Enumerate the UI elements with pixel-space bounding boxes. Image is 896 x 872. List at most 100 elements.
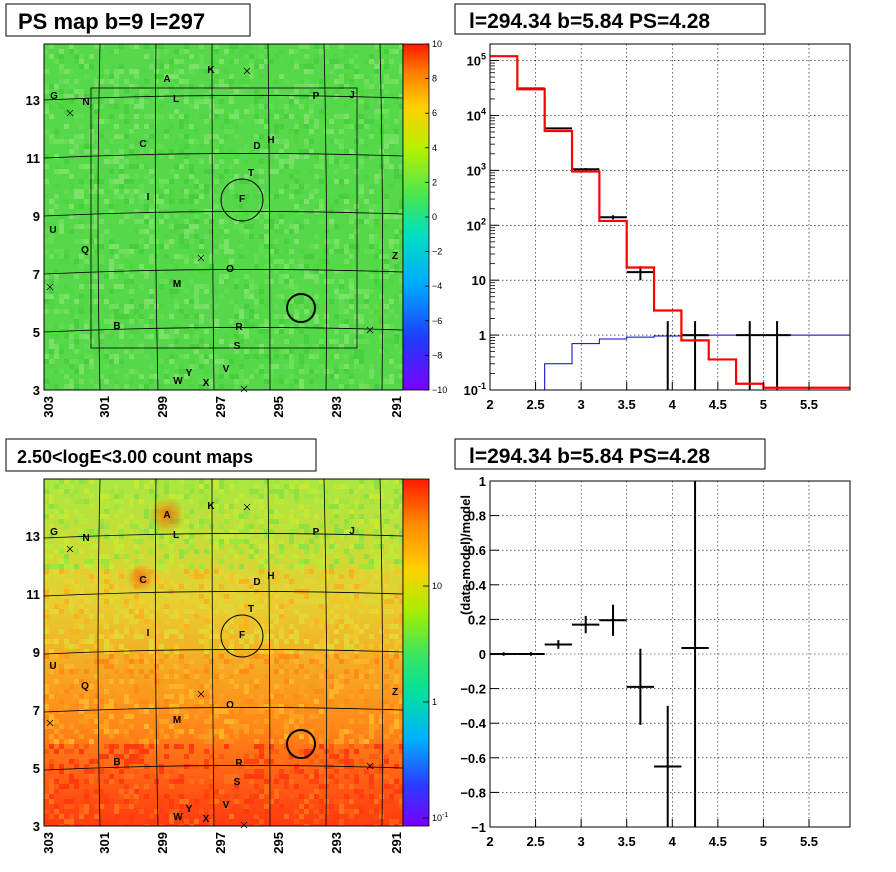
source-label-p: P (313, 527, 320, 538)
map-y-tick-9: 9 (33, 209, 40, 224)
residual-x-tick-5: 5 (760, 834, 767, 849)
source-label-b: B (113, 757, 120, 768)
map-x-tick-297: 297 (213, 396, 228, 418)
map-x-tick-295: 295 (271, 396, 286, 418)
spectrum-x-tick-5.5: 5.5 (800, 397, 818, 412)
source-label-p: P (313, 91, 320, 102)
roi-circle (220, 178, 264, 222)
residual-data-point (681, 481, 709, 827)
ps-map-noise (44, 44, 403, 390)
map-y-tick-5: 5 (33, 325, 40, 340)
map-y-tick-3: 3 (33, 819, 40, 834)
source-label-o: O (226, 264, 234, 275)
count-map-axis-ticks: 303 301 299 297 295 293 291 13 11 9 7 5 3 (26, 529, 404, 854)
spectrum-background-line (544, 334, 850, 390)
source-label-s: S (234, 341, 241, 352)
source-label-z: Z (392, 687, 398, 698)
source-label-b: B (113, 321, 120, 332)
spectrum-y-tick-6: 10-1 (464, 381, 486, 398)
source-label-u: U (49, 225, 56, 236)
map-x-tick-293: 293 (329, 396, 344, 418)
source-label-n: N (82, 97, 89, 108)
target-source-circle (286, 293, 316, 323)
count-colorbar-tick-0: 10 (432, 581, 442, 591)
source-label-d: D (253, 577, 260, 588)
source-label-k: K (207, 501, 215, 512)
title-top-right: l=294.34 b=5.84 PS=4.28 (454, 3, 766, 35)
title-bottom-right: l=294.34 b=5.84 PS=4.28 (454, 438, 766, 470)
source-label-i: I (147, 628, 150, 639)
ps-map-source-labels: A K G N L P J C DH T I F U Q O Z M B RS V YW X (46, 65, 398, 393)
colorbar-tick-0: 10 (432, 39, 442, 49)
spectrum-x-tick-2.5: 2.5 (527, 397, 545, 412)
source-label-t: T (248, 604, 254, 615)
residual-y-tick-4: 0.2 (468, 612, 486, 627)
source-cross-marker (197, 254, 205, 262)
spectrum-y-tick-1: 104 (467, 106, 486, 123)
count-map-roi-circle (220, 614, 264, 658)
map-y-tick-7: 7 (33, 267, 40, 282)
source-label-y: Y (186, 368, 193, 379)
residual-x-tick-3: 3 (578, 834, 585, 849)
colorbar-tick-9: −8 (432, 350, 442, 360)
map-x-tick-293: 293 (329, 832, 344, 854)
residual-x-tick-5.5: 5.5 (800, 834, 818, 849)
residual-x-tick-2: 2 (486, 834, 493, 849)
source-cross-marker (240, 385, 248, 393)
source-cross-marker (66, 545, 74, 553)
source-label-q: Q (81, 245, 89, 256)
title-bottom-left-text: 2.50<logE<3.00 count maps (17, 447, 253, 467)
residual-data-point (544, 640, 573, 649)
source-label-f: F (239, 630, 245, 641)
count-map-grid-lines (43, 478, 404, 827)
residual-axis-ticks: 2 2.5 3 3.5 4 4.5 5 5.5 1 0.8 0.6 0.4 0.2 0 −0.2 −0.4 −0… (460, 474, 818, 849)
source-label-f: F (239, 194, 245, 205)
residual-y-tick-6: −0.2 (460, 682, 486, 697)
ps-map-colorbar (402, 43, 430, 391)
spectrum-data-point (763, 321, 791, 390)
map-y-tick-13: 13 (26, 529, 40, 544)
spectrum-x-tick-4.5: 4.5 (709, 397, 727, 412)
count-map-hotspot-a (149, 497, 185, 533)
residual-y-tick-0: 1 (479, 474, 486, 489)
count-colorbar-tick-2: 10-1 (432, 812, 448, 823)
residual-x-tick-4: 4 (669, 834, 677, 849)
ps-map-colorbar-ticks: 10 8 6 4 2 0 −2 −4 −6 −8 −10 (425, 39, 447, 395)
map-x-tick-291: 291 (389, 832, 404, 854)
spectrum-data-point (599, 215, 627, 220)
map-y-tick-3: 3 (33, 383, 40, 398)
residual-x-tick-2.5: 2.5 (527, 834, 545, 849)
source-label-u: U (49, 661, 56, 672)
residual-data-point (654, 705, 682, 827)
spectrum-x-tick-3.5: 3.5 (618, 397, 636, 412)
residual-y-tick-5: 0 (479, 647, 486, 662)
source-label-c: C (139, 139, 146, 150)
source-label-x: X (203, 814, 210, 825)
source-label-w: W (173, 376, 183, 387)
colorbar-tick-4: 2 (432, 177, 437, 187)
residual-data-point (626, 648, 655, 725)
source-label-m: M (173, 715, 181, 726)
source-label-w: W (173, 812, 183, 823)
count-map-colorbar (402, 478, 430, 827)
source-cross-marker (243, 503, 251, 511)
map-y-tick-13: 13 (26, 93, 40, 108)
colorbar-tick-8: −6 (432, 316, 442, 326)
residual-y-tick-10: −1 (471, 820, 486, 835)
source-label-j: J (349, 526, 355, 537)
source-label-y: Y (186, 804, 193, 815)
source-label-z: Z (392, 251, 398, 262)
ps-map-grid-lines (43, 43, 404, 391)
source-cross-marker (46, 719, 54, 727)
title-bottom-left: 2.50<logE<3.00 count maps (5, 438, 317, 472)
map-x-tick-301: 301 (97, 832, 112, 854)
residual-y-tick-1: 0.8 (468, 509, 486, 524)
map-x-tick-299: 299 (155, 832, 170, 854)
spectrum-y-tick-4: 10 (472, 273, 486, 288)
source-label-q: Q (81, 681, 89, 692)
residual-data-point (517, 652, 545, 656)
source-label-c: C (139, 575, 146, 586)
